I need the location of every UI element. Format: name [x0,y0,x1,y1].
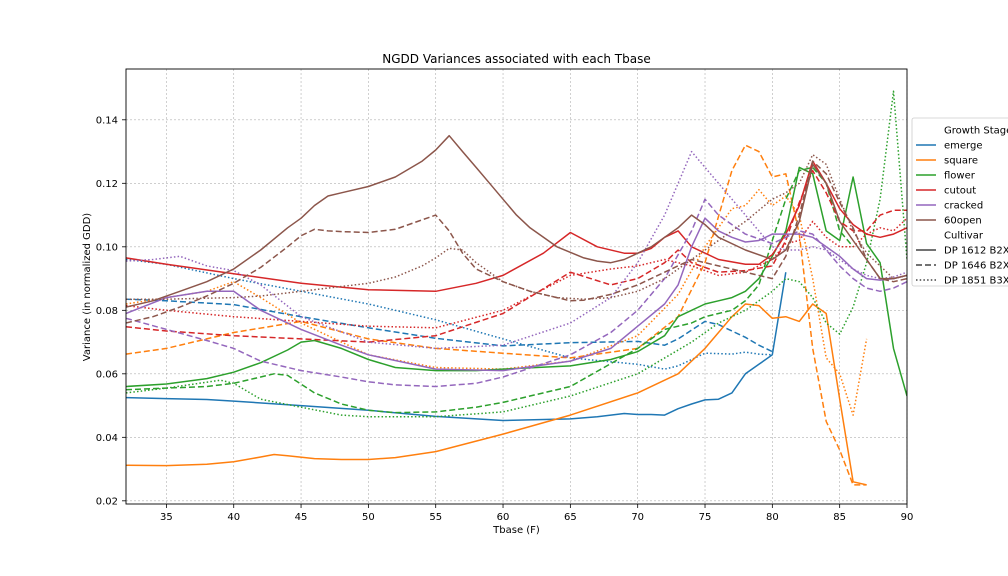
y-axis-ticks: 0.02 0.04 0.06 0.08 0.10 0.12 0.14 [96,115,126,507]
series-line-cutout-dp-1646-b2x [126,169,907,343]
series-line-emerge-dp-1612-b2x [126,272,787,422]
x-tick-label: 45 [295,512,308,523]
y-tick-label: 0.02 [96,496,118,507]
series-line-cutout-dp-1851-b3x [126,217,907,329]
legend-entry-label: DP 1646 B2X [944,261,1008,272]
y-axis-label: Variance (in normalized GDD) [82,213,93,361]
legend-entry-label: DP 1851 B3X [944,276,1008,287]
y-tick-label: 0.14 [96,115,118,126]
x-tick-label: 90 [901,512,914,523]
series-lines [126,90,907,486]
series-line-square-dp-1646-b2x [126,144,867,486]
x-tick-label: 50 [362,512,375,523]
series-line-cracked-dp-1646-b2x [126,198,907,388]
legend-entry-label: 60open [944,216,982,227]
x-tick-label: 70 [631,512,644,523]
x-tick-label: 35 [160,512,173,523]
plot-frame [125,68,908,505]
series-line-60open-dp-1851-b3x [126,153,907,300]
x-tick-label: 75 [699,512,712,523]
legend-entry-label: DP 1612 B2X [944,246,1008,257]
legend-section-title: Cultivar [944,231,984,242]
x-tick-label: 60 [497,512,510,523]
series-line-cracked-dp-1612-b2x [126,217,907,372]
grid-lines [126,69,908,504]
x-tick-label: 85 [833,512,846,523]
series-line-flower-dp-1646-b2x [126,166,854,414]
legend: Growth Stage emerge square flower cutout crac… [911,117,1008,287]
y-tick-label: 0.06 [96,369,118,380]
legend-section-title: Growth Stage [944,126,1008,137]
series-line-emerge-dp-1646-b2x [126,298,773,353]
series-line-cutout-dp-1612-b2x [126,160,907,293]
x-tick-label: 65 [564,512,577,523]
series-line-cracked-dp-1851-b3x [126,150,907,350]
x-tick-label: 80 [766,512,779,523]
legend-entry-label: flower [944,171,976,182]
y-tick-label: 0.12 [96,179,118,190]
y-tick-label: 0.08 [96,306,118,317]
series-line-60open-dp-1612-b2x [126,134,907,308]
x-axis-label: Tbase (F) [492,525,540,536]
series-line-flower-dp-1851-b3x [126,90,907,418]
y-tick-label: 0.04 [96,433,118,444]
legend-entry-label: emerge [944,141,982,152]
legend-entry-label: cracked [944,201,983,212]
legend-entry-label: square [944,156,978,167]
series-line-emerge-dp-1851-b3x [126,258,773,370]
series-line-square-dp-1612-b2x [126,303,867,486]
y-tick-label: 0.10 [96,242,118,253]
x-tick-label: 55 [429,512,442,523]
legend-frame [911,117,1008,287]
series-line-flower-dp-1612-b2x [126,166,907,397]
x-tick-label: 40 [227,512,240,523]
x-axis-ticks: 35 40 45 50 55 60 65 70 75 80 85 90 [160,504,913,523]
chart-title: NGDD Variances associated with each Tbas… [382,52,650,66]
legend-entry-label: cutout [944,186,976,197]
series-line-60open-dp-1646-b2x [126,160,907,324]
